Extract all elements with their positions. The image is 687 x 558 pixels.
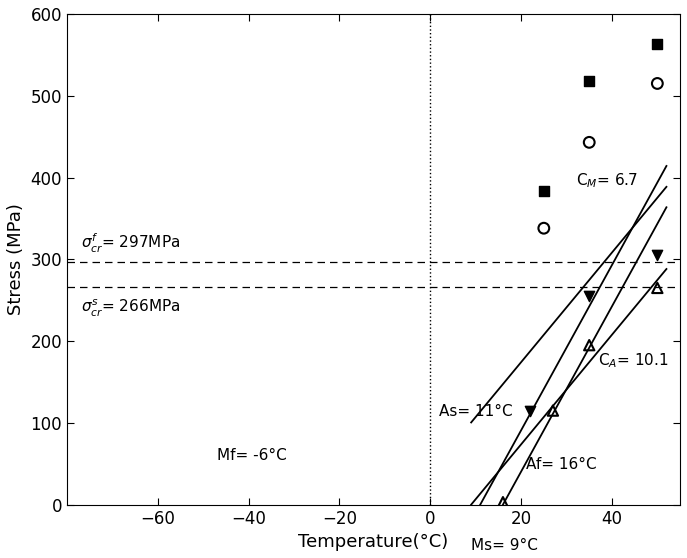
Text: Mf= -6°C: Mf= -6°C	[217, 448, 286, 463]
Point	[539, 224, 550, 233]
Text: Af= 16°C: Af= 16°C	[526, 458, 596, 473]
Y-axis label: Stress (MPa): Stress (MPa)	[7, 203, 25, 315]
Point	[584, 341, 595, 350]
Text: As= 11°C: As= 11°C	[440, 405, 513, 419]
Point	[548, 406, 559, 415]
Point	[652, 251, 663, 259]
X-axis label: Temperature(°C): Temperature(°C)	[298, 533, 449, 551]
Point	[497, 498, 508, 507]
Point	[584, 138, 595, 147]
Point	[584, 76, 595, 85]
Point	[584, 292, 595, 301]
Text: $\sigma_{cr}^{f}$= 297MPa: $\sigma_{cr}^{f}$= 297MPa	[80, 232, 180, 254]
Point	[652, 79, 663, 88]
Point	[652, 283, 663, 292]
Text: $\sigma_{cr}^{s}$= 266MPa: $\sigma_{cr}^{s}$= 266MPa	[80, 298, 180, 319]
Text: C$_{M}$= 6.7: C$_{M}$= 6.7	[576, 172, 638, 190]
Point	[539, 187, 550, 196]
Point	[525, 406, 536, 415]
Point	[652, 40, 663, 49]
Text: C$_{A}$= 10.1: C$_{A}$= 10.1	[598, 352, 669, 371]
Text: Ms= 9°C: Ms= 9°C	[471, 537, 538, 552]
